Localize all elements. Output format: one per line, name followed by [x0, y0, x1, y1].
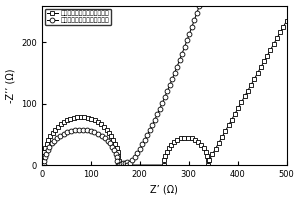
共包覆前的富锂锰基正极材料: [193, 139, 197, 141]
共包覆前的富锂锰基正极材料: [124, 162, 127, 164]
共包覆前的富锂锰基正极材料: [96, 132, 100, 135]
共包覆前的富锂锰基正极材料: [41, 164, 44, 166]
共包覆前的富锂锰基正极材料: [193, 19, 196, 21]
Y-axis label: -Z’’ (Ω): -Z’’ (Ω): [6, 68, 16, 103]
共包覆前的富锂锰基正极材料: [81, 128, 85, 131]
Line: 共包覆前的富锂锰基正极材料: 共包覆前的富锂锰基正极材料: [42, 3, 202, 167]
共包覆前的富锂锰基正极材料: [285, 20, 288, 22]
共包覆前的富锂锰基正极材料: [42, 164, 46, 166]
X-axis label: Z’ (Ω): Z’ (Ω): [150, 184, 178, 194]
共包覆前的富锂锰基正极材料: [204, 151, 207, 153]
共包覆前的富锂锰基正极材料: [196, 141, 200, 143]
共包覆前的富锂锰基正极材料: [162, 164, 166, 166]
Line: 共包覆前的富锂锰基正极材料: 共包覆前的富锂锰基正极材料: [40, 19, 289, 167]
共包覆前的富锂锰基正极材料: [175, 65, 179, 68]
共包覆前的富锂锰基正极材料: [256, 72, 260, 74]
Legend: 共包覆前的富锂锰基正极材料, 共包覆前的富锂锰基正极材料: 共包覆前的富锂锰基正极材料, 共包覆前的富锂锰基正极材料: [45, 9, 111, 25]
共包覆前的富锂锰基正极材料: [198, 4, 201, 7]
共包覆前的富锂锰基正极材料: [206, 164, 210, 166]
共包覆前的富锂锰基正极材料: [115, 156, 119, 159]
